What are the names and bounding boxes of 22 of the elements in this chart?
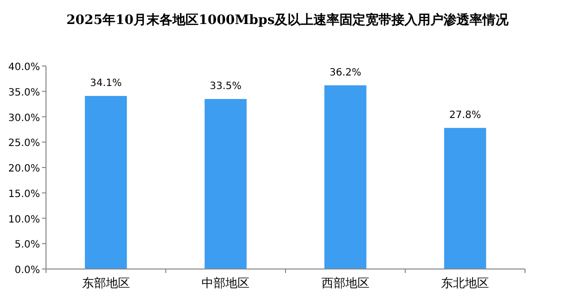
y-tick-label: 5.0% <box>14 240 40 251</box>
y-tick-label: 15.0% <box>8 188 40 200</box>
y-tick-label: 0.0% <box>14 265 40 276</box>
chart-title: 2025年10月末各地区1000Mbps及以上速率固定宽带接入用户渗透率情况 <box>66 12 510 28</box>
y-tick-label: 20.0% <box>8 164 40 174</box>
data-label: 27.8% <box>449 110 482 121</box>
x-tick-label: 西部地区 <box>321 276 370 290</box>
data-label: 36.2% <box>329 67 362 78</box>
bar <box>204 98 247 269</box>
x-tick-label: 中部地区 <box>202 276 250 290</box>
y-tick-label: 35.0% <box>8 87 40 98</box>
y-tick-label: 10.0% <box>8 214 40 226</box>
y-tick-label: 25.0% <box>8 138 40 150</box>
bar <box>444 128 486 269</box>
data-label: 33.5% <box>210 80 242 92</box>
bar <box>324 85 366 269</box>
y-tick-label: 30.0% <box>8 112 40 124</box>
x-tick-label: 东北地区 <box>441 276 490 290</box>
x-tick-label: 东部地区 <box>82 276 130 290</box>
y-tick-label: 40.0% <box>8 62 40 73</box>
bar <box>84 96 127 269</box>
data-label: 34.1% <box>90 78 122 89</box>
